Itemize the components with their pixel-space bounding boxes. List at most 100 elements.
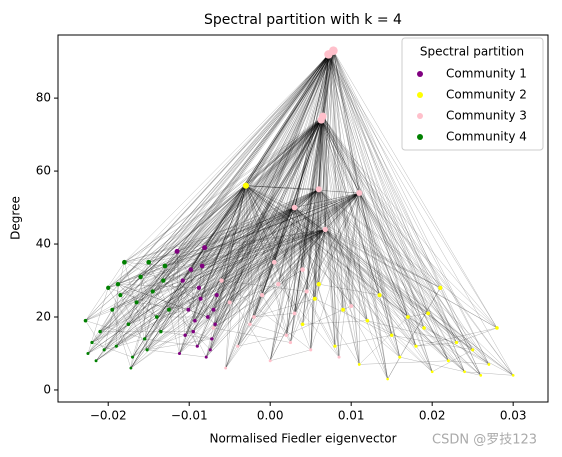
edge xyxy=(245,185,295,208)
edge xyxy=(213,119,322,310)
edge xyxy=(104,116,323,350)
edge xyxy=(415,327,498,347)
point xyxy=(341,307,346,312)
point xyxy=(252,315,256,319)
edge xyxy=(193,331,212,340)
edge xyxy=(132,229,326,358)
edge xyxy=(294,189,319,208)
edge xyxy=(310,54,329,350)
edge xyxy=(147,338,212,351)
edge xyxy=(132,192,360,358)
edge xyxy=(294,207,417,347)
edge xyxy=(321,119,326,230)
edge xyxy=(314,192,360,299)
point xyxy=(471,348,475,352)
edge xyxy=(124,50,334,263)
edge xyxy=(318,119,322,285)
edge xyxy=(286,229,326,336)
edge xyxy=(190,247,205,270)
point xyxy=(146,259,152,265)
edge xyxy=(278,54,329,285)
edge xyxy=(104,229,326,351)
edge xyxy=(136,229,326,303)
edge xyxy=(168,116,323,310)
edge xyxy=(290,119,322,343)
edge xyxy=(294,50,334,208)
edge xyxy=(148,192,360,263)
edge xyxy=(237,54,329,347)
edge xyxy=(333,50,400,358)
edge xyxy=(168,54,329,310)
edge xyxy=(104,54,329,350)
edge xyxy=(207,116,324,318)
edge xyxy=(140,276,148,350)
edge xyxy=(286,54,329,336)
edge xyxy=(221,50,334,281)
edge xyxy=(321,119,360,194)
edge xyxy=(294,189,319,208)
edge xyxy=(225,119,322,369)
point xyxy=(365,318,370,323)
edge xyxy=(261,229,326,296)
edge xyxy=(120,54,329,296)
edge xyxy=(314,229,326,299)
edge xyxy=(91,342,133,358)
edge xyxy=(202,192,360,267)
edge xyxy=(136,185,247,303)
point xyxy=(161,278,166,283)
edge xyxy=(117,189,319,285)
edge xyxy=(152,247,205,292)
edge xyxy=(148,262,201,299)
edge xyxy=(245,185,514,376)
edge xyxy=(116,229,326,347)
edge xyxy=(318,119,322,190)
edge xyxy=(120,294,161,332)
edge xyxy=(249,116,324,325)
point xyxy=(202,245,208,251)
edge xyxy=(190,116,323,270)
edge xyxy=(274,116,324,263)
edge xyxy=(367,320,457,343)
point xyxy=(195,344,199,348)
edge xyxy=(221,119,322,281)
edge xyxy=(95,302,137,361)
edge xyxy=(333,50,417,347)
edge xyxy=(116,185,247,347)
edge xyxy=(211,207,295,339)
edge xyxy=(325,229,336,347)
edge xyxy=(198,192,360,288)
edge xyxy=(128,192,360,325)
edge xyxy=(286,189,319,336)
edge xyxy=(182,54,329,281)
edge xyxy=(120,189,319,296)
y-tick-label: 80 xyxy=(36,91,51,105)
edge xyxy=(456,327,498,343)
edge xyxy=(318,189,429,314)
point xyxy=(162,263,168,269)
edge xyxy=(124,229,326,263)
edge xyxy=(221,116,324,281)
edge xyxy=(318,54,329,285)
edge xyxy=(182,280,196,321)
edge xyxy=(124,207,295,263)
edge xyxy=(387,287,441,380)
edge xyxy=(325,192,360,230)
edge xyxy=(144,207,295,340)
edge xyxy=(314,298,392,336)
edge xyxy=(225,185,247,369)
edge xyxy=(245,185,326,230)
edge xyxy=(207,229,326,318)
edge xyxy=(225,284,279,369)
edge xyxy=(140,185,247,278)
edge xyxy=(130,50,334,369)
edge xyxy=(202,189,319,267)
edge xyxy=(334,335,392,347)
edge xyxy=(245,185,481,376)
edge xyxy=(144,192,360,340)
edge xyxy=(216,192,360,296)
legend-label: Community 1 xyxy=(446,67,527,81)
edge xyxy=(163,280,214,310)
edge xyxy=(325,50,334,230)
edge xyxy=(206,192,360,358)
edge xyxy=(318,189,433,372)
